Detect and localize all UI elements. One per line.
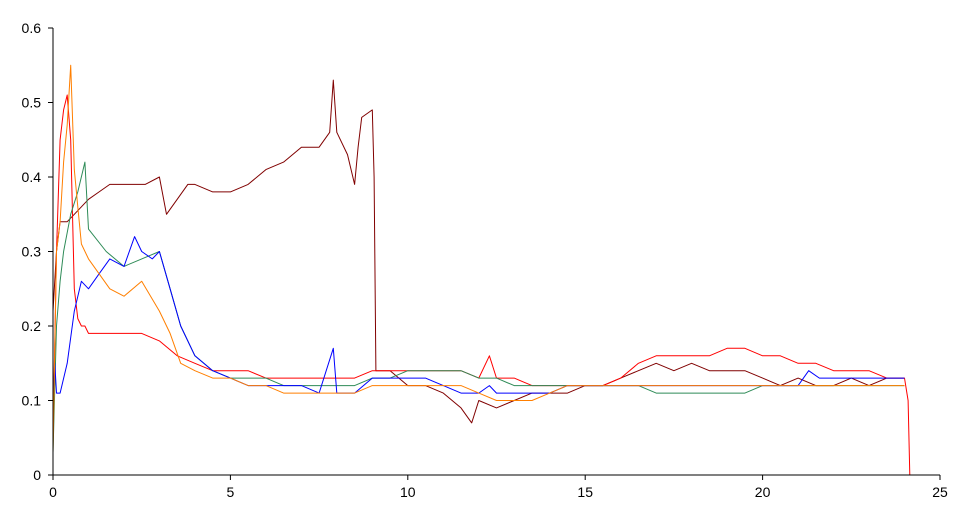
series-line-4 — [52, 236, 905, 416]
series-layer — [52, 64, 911, 476]
y-tick-label: 0.2 — [22, 318, 42, 334]
x-tick-label: 0 — [49, 484, 57, 500]
x-axis-ticks: 0 5 10 15 20 25 — [49, 475, 948, 500]
y-axis-ticks: 0 0.1 0.2 0.3 0.4 0.5 0.6 — [22, 20, 53, 483]
x-tick-label: 15 — [577, 484, 593, 500]
series-line-1 — [52, 79, 905, 424]
y-tick-label: 0.5 — [22, 95, 42, 111]
y-tick-label: 0.4 — [22, 169, 42, 185]
x-tick-label: 20 — [755, 484, 771, 500]
series-line-2 — [52, 94, 911, 476]
y-tick-label: 0.1 — [22, 393, 42, 409]
y-tick-label: 0 — [33, 467, 41, 483]
x-tick-label: 25 — [932, 484, 948, 500]
y-tick-label: 0.3 — [22, 244, 42, 260]
series-line-5 — [52, 64, 905, 453]
series-line-3 — [52, 161, 905, 453]
x-tick-label: 5 — [227, 484, 235, 500]
x-tick-label: 10 — [400, 484, 416, 500]
y-tick-label: 0.6 — [22, 20, 42, 36]
